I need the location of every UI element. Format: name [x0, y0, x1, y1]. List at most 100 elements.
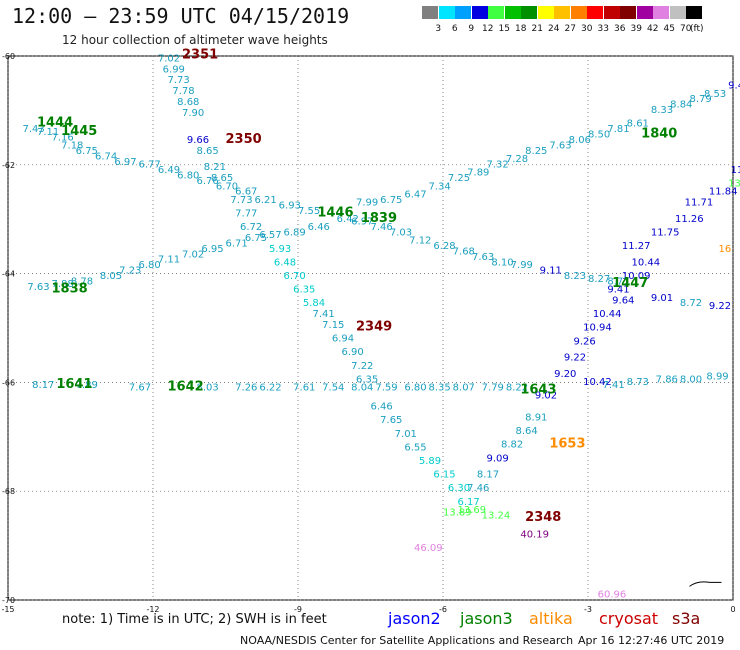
- legend-swatch: [537, 6, 554, 19]
- wave-height-value: 7.46: [371, 222, 393, 233]
- wave-height-value: 7.67: [129, 383, 151, 394]
- wave-height-value: 7.34: [429, 181, 451, 192]
- pass-time-label: 2348: [525, 510, 561, 525]
- wave-height-value: 13.89: [443, 508, 472, 519]
- legend-label: 24: [548, 24, 560, 34]
- legend-swatch: [669, 6, 686, 19]
- wave-height-value: 7.02: [182, 249, 204, 260]
- wave-height-value: 6.21: [255, 195, 277, 206]
- wave-height-value: 8.04: [351, 383, 373, 394]
- wave-height-value: 7.55: [298, 206, 320, 217]
- satellite-label-cryosat: cryosat: [599, 609, 659, 628]
- legend-swatch: [521, 6, 537, 19]
- wave-height-value: 6.55: [404, 442, 426, 453]
- wave-height-value: 6.80: [139, 260, 161, 271]
- wave-height-value: 6.71: [226, 238, 248, 249]
- wave-height-value: 6.93: [279, 200, 301, 211]
- wave-height-value: 7.02: [158, 53, 180, 64]
- wave-height-value: 6.80: [404, 383, 426, 394]
- wave-height-value: 6.15: [433, 470, 455, 481]
- legend-label: 36: [614, 24, 626, 34]
- lon-tick-label: -3: [584, 605, 592, 614]
- wave-height-value: 8.91: [525, 412, 547, 423]
- wave-height-value: 11.71: [685, 198, 714, 209]
- pass-time-label: 2349: [356, 320, 392, 335]
- lon-tick-label: -12: [146, 605, 159, 614]
- wave-height-value: 6.95: [201, 244, 223, 255]
- wave-height-value: 10.44: [632, 257, 661, 268]
- units-note: note: 1) Time is in UTC; 2) SWH is in fe…: [62, 612, 327, 627]
- pass-time-label: 1838: [52, 282, 88, 297]
- legend-swatch: [636, 6, 653, 19]
- legend-label: 21: [531, 24, 543, 34]
- legend-swatch: [554, 6, 570, 19]
- lat-tick-label: -64: [2, 270, 15, 279]
- wave-height-value: 9.66: [187, 135, 209, 146]
- wave-height-value: 7.22: [351, 361, 373, 372]
- page-subtitle: 12 hour collection of altimeter wave hei…: [62, 33, 328, 47]
- wave-height-value: 8.79: [690, 94, 712, 105]
- wave-height-value: 7.25: [448, 173, 470, 184]
- wave-height-value: 7.73: [168, 75, 190, 86]
- wave-height-value: 8.65: [197, 146, 219, 157]
- wave-height-value: 10.09: [622, 271, 651, 282]
- wave-height-value: 9.41: [607, 285, 629, 296]
- wave-height-value: 8.61: [627, 119, 649, 130]
- legend-label: 27: [564, 24, 576, 34]
- wave-height-value: 11.84: [709, 187, 738, 198]
- wave-height-value: 13.24: [482, 510, 511, 521]
- wave-height-value: 7.89: [467, 168, 489, 179]
- wave-height-value: 10.44: [593, 309, 622, 320]
- wave-height-value: 7.68: [453, 247, 475, 258]
- wave-height-value: 7.23: [119, 266, 141, 277]
- lat-tick-label: -68: [2, 487, 15, 496]
- wave-height-value: 6.35: [293, 285, 315, 296]
- wave-height-value: 6.46: [371, 402, 393, 413]
- legend-unit: (ft): [690, 24, 704, 34]
- wave-height-value: 8.72: [680, 298, 702, 309]
- pass-time-label: 2350: [226, 132, 262, 147]
- lat-tick-label: -62: [2, 161, 15, 170]
- legend-label: 42: [647, 24, 659, 34]
- wave-height-value: 10.94: [583, 323, 612, 334]
- legend-swatch: [587, 6, 603, 19]
- wave-height-value: 7.03: [390, 228, 412, 239]
- wave-height-value: 9.22: [564, 353, 586, 364]
- wave-height-value: 11.27: [622, 241, 651, 252]
- wave-height-value: 7.63: [549, 140, 571, 151]
- wave-height-value: 7.99: [356, 198, 378, 209]
- lon-tick-label: -9: [294, 605, 302, 614]
- legend-label: 18: [515, 24, 527, 34]
- wave-height-value: 7.28: [506, 154, 528, 165]
- satellite-label-s3a: s3a: [672, 609, 701, 628]
- wave-height-value: 7.61: [293, 383, 315, 394]
- pass-time-label: 1839: [361, 211, 397, 226]
- wave-height-value: 7.54: [322, 383, 344, 394]
- wave-height-value: 7.77: [235, 208, 257, 219]
- wave-height-value: 6.97: [114, 157, 136, 168]
- wave-height-value: 8.03: [197, 383, 219, 394]
- wave-height-value: 8.35: [429, 383, 451, 394]
- wave-height-value: 6.70: [216, 181, 238, 192]
- wave-height-value: 7.01: [395, 429, 417, 440]
- wave-height-value: 11.26: [675, 214, 704, 225]
- legend-swatch: [455, 6, 471, 19]
- wave-height-value: 7.73: [230, 195, 252, 206]
- wave-height-value: 7.15: [322, 320, 344, 331]
- wave-height-value: 46.09: [414, 543, 443, 554]
- wave-height-value: 5.93: [269, 244, 291, 255]
- wave-height-value: 7.43: [23, 124, 45, 135]
- timestamp: Apr 16 12:27:46 UTC 2019: [578, 634, 725, 647]
- legend-label: 30: [581, 24, 593, 34]
- wave-height-value: 8.23: [564, 271, 586, 282]
- wave-height-value: 8.82: [501, 440, 523, 451]
- wave-height-value: 7.90: [182, 108, 204, 119]
- wave-height-value: 8.68: [177, 97, 199, 108]
- wave-height-value: 6.75: [245, 233, 267, 244]
- legend-swatch: [570, 6, 587, 19]
- wave-height-value: 6.22: [259, 383, 281, 394]
- wave-height-value: 10.42: [583, 377, 612, 388]
- lon-tick-label: -15: [1, 605, 14, 614]
- lat-tick-label: -60: [2, 52, 15, 61]
- wave-height-value: 8.00: [680, 374, 702, 385]
